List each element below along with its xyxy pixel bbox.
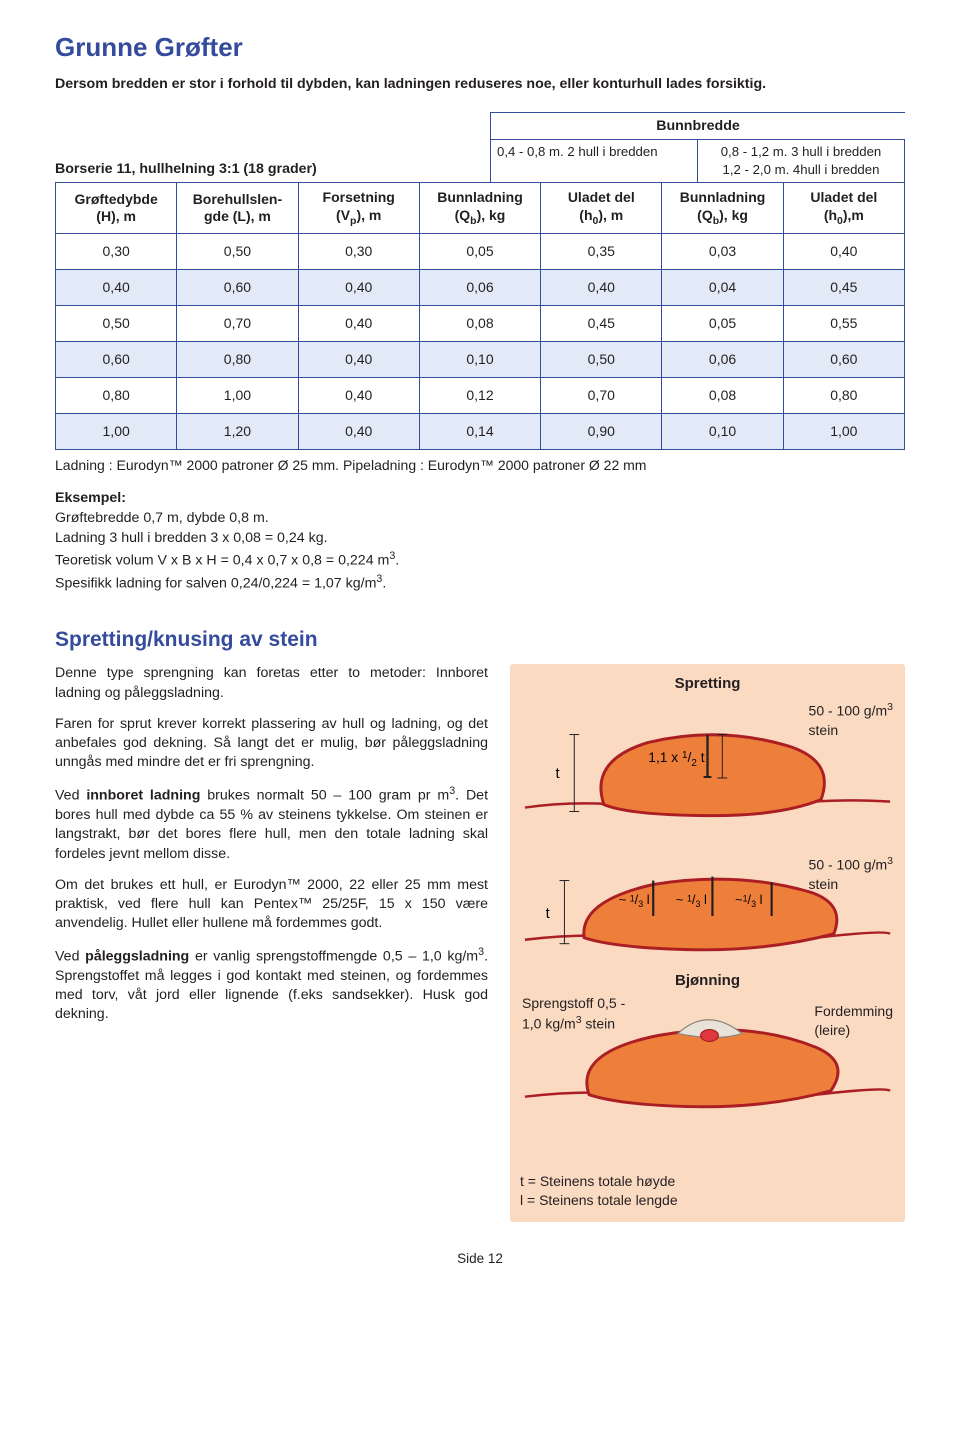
label-third-2: ~ 1/3 l [676,892,707,909]
table-container: Borserie 11, hullhelning 3:1 (18 grader)… [55,112,905,474]
table-header-row: Grøftedybde(H), m Borehullslen-gde (L), … [56,183,905,234]
table-cell: 0,30 [56,234,177,270]
table-row: 0,600,800,400,100,500,060,60 [56,342,905,378]
label-sprengstoff: Sprengstoff 0,5 -1,0 kg/m3 stein [522,994,625,1033]
table-cell: 1,00 [783,413,904,449]
label-charge-1: 50 - 100 g/m3stein [809,700,893,739]
sub-right: 0,8 - 1,2 m. 3 hull i bredden 1,2 - 2,0 … [698,140,905,182]
example-line-3: Teoretisk volum V x B x H = 0,4 x 0,7 x … [55,549,905,571]
s2-p3: Ved innboret ladning brukes normalt 50 –… [55,784,488,863]
table-cell: 0,12 [419,378,540,414]
table-cell: 0,55 [783,306,904,342]
table-cell: 0,05 [419,234,540,270]
example-line-2: Ladning 3 hull i bredden 3 x 0,08 = 0,24… [55,529,905,548]
table-row: 0,400,600,400,060,400,040,45 [56,270,905,306]
table-row: 0,300,500,300,050,350,030,40 [56,234,905,270]
table-cell: 0,70 [177,306,298,342]
example-line-1: Grøftebredde 0,7 m, dybde 0,8 m. [55,509,905,528]
lead-text: Dersom bredden er stor i forhold til dyb… [55,75,905,94]
table-cell: 0,45 [783,270,904,306]
table-cell: 0,40 [298,342,419,378]
figure-legend-2: l = Steinens totale lengde [520,1191,895,1210]
table-super-headers: Borserie 11, hullhelning 3:1 (18 grader)… [55,112,905,182]
table-cell: 0,03 [662,234,783,270]
table-cell: 0,80 [177,342,298,378]
label-third-3: ~1/3 l [735,892,762,909]
table-cell: 0,40 [298,378,419,414]
col-qb1: Bunnladning(Qb), kg [419,183,540,234]
table-cell: 0,50 [541,342,662,378]
table-cell: 0,40 [298,306,419,342]
table-cell: 1,00 [177,378,298,414]
table-cell: 0,40 [541,270,662,306]
table-row: 0,500,700,400,080,450,050,55 [56,306,905,342]
s2-p5: Ved påleggsladning er vanlig sprengstoff… [55,945,488,1024]
table-cell: 0,05 [662,306,783,342]
table-cell: 0,60 [56,342,177,378]
fig-title-spretting: Spretting [520,674,895,694]
example-block: Eksempel: Grøftebredde 0,7 m, dybde 0,8 … [55,489,905,594]
table-cell: 0,35 [541,234,662,270]
table-row: 0,801,000,400,120,700,080,80 [56,378,905,414]
table-cell: 1,20 [177,413,298,449]
table-cell: 1,00 [56,413,177,449]
fig-title-bjonning: Bjønning [520,971,895,991]
label-t2: t [546,906,550,922]
section-2-text: Denne type sprengning kan foretas etter … [55,664,488,1221]
table-cell: 0,40 [298,413,419,449]
table-cell: 0,45 [541,306,662,342]
page-footer: Side 12 [55,1250,905,1268]
col-vp: Forsetning(Vp), m [298,183,419,234]
sub-left: 0,4 - 0,8 m. 2 hull i bredden [491,140,698,182]
table-cell: 0,40 [56,270,177,306]
s2-p4: Om det brukes ett hull, er Eurodyn™ 2000… [55,876,488,934]
col-h01: Uladet del(h0), m [541,183,662,234]
col-h: Grøftedybde(H), m [56,183,177,234]
data-table: Grøftedybde(H), m Borehullslen-gde (L), … [55,182,905,450]
table-cell: 0,90 [541,413,662,449]
col-l: Borehullslen-gde (L), m [177,183,298,234]
table-cell: 0,80 [56,378,177,414]
page-title: Grunne Grøfter [55,30,905,65]
table-cell: 0,40 [298,270,419,306]
table-cell: 0,50 [177,234,298,270]
table-cell: 0,06 [662,342,783,378]
example-heading: Eksempel: [55,489,905,508]
section-2-title: Spretting/knusing av stein [55,626,905,654]
table-cell: 0,30 [298,234,419,270]
s2-p2: Faren for sprut krever korrekt plasserin… [55,715,488,773]
table-cell: 0,06 [419,270,540,306]
table-row: 1,001,200,400,140,900,101,00 [56,413,905,449]
table-cell: 0,10 [662,413,783,449]
table-cell: 0,50 [56,306,177,342]
table-cell: 0,40 [783,234,904,270]
label-third-1: ~ 1/3 l [619,892,650,909]
table-cell: 0,70 [541,378,662,414]
figure-panel: Spretting t 1,1 x 1/2 t 50 - 100 g/m3ste… [510,664,905,1221]
label-fordemming: Fordemming(leire) [814,1002,893,1040]
table-cell: 0,10 [419,342,540,378]
table-cell: 0,60 [783,342,904,378]
s2-p1: Denne type sprengning kan foretas etter … [55,664,488,702]
label-t: t [556,766,560,782]
label-charge-2: 50 - 100 g/m3stein [809,854,893,893]
table-cell: 0,80 [783,378,904,414]
example-line-4: Spesifikk ladning for salven 0,24/0,224 … [55,572,905,594]
table-cell: 0,14 [419,413,540,449]
table-cell: 0,60 [177,270,298,306]
col-qb2: Bunnladning(Qb), kg [662,183,783,234]
col-h02: Uladet del(h0),m [783,183,904,234]
borserie-label: Borserie 11, hullhelning 3:1 (18 grader) [55,160,490,179]
table-cell: 0,04 [662,270,783,306]
table-cell: 0,08 [419,306,540,342]
table-cell: 0,08 [662,378,783,414]
figure-legend-1: t = Steinens totale høyde [520,1172,895,1191]
bunnbredde-header: Bunnbredde [491,113,905,140]
table-caption: Ladning : Eurodyn™ 2000 patroner Ø 25 mm… [55,456,905,475]
